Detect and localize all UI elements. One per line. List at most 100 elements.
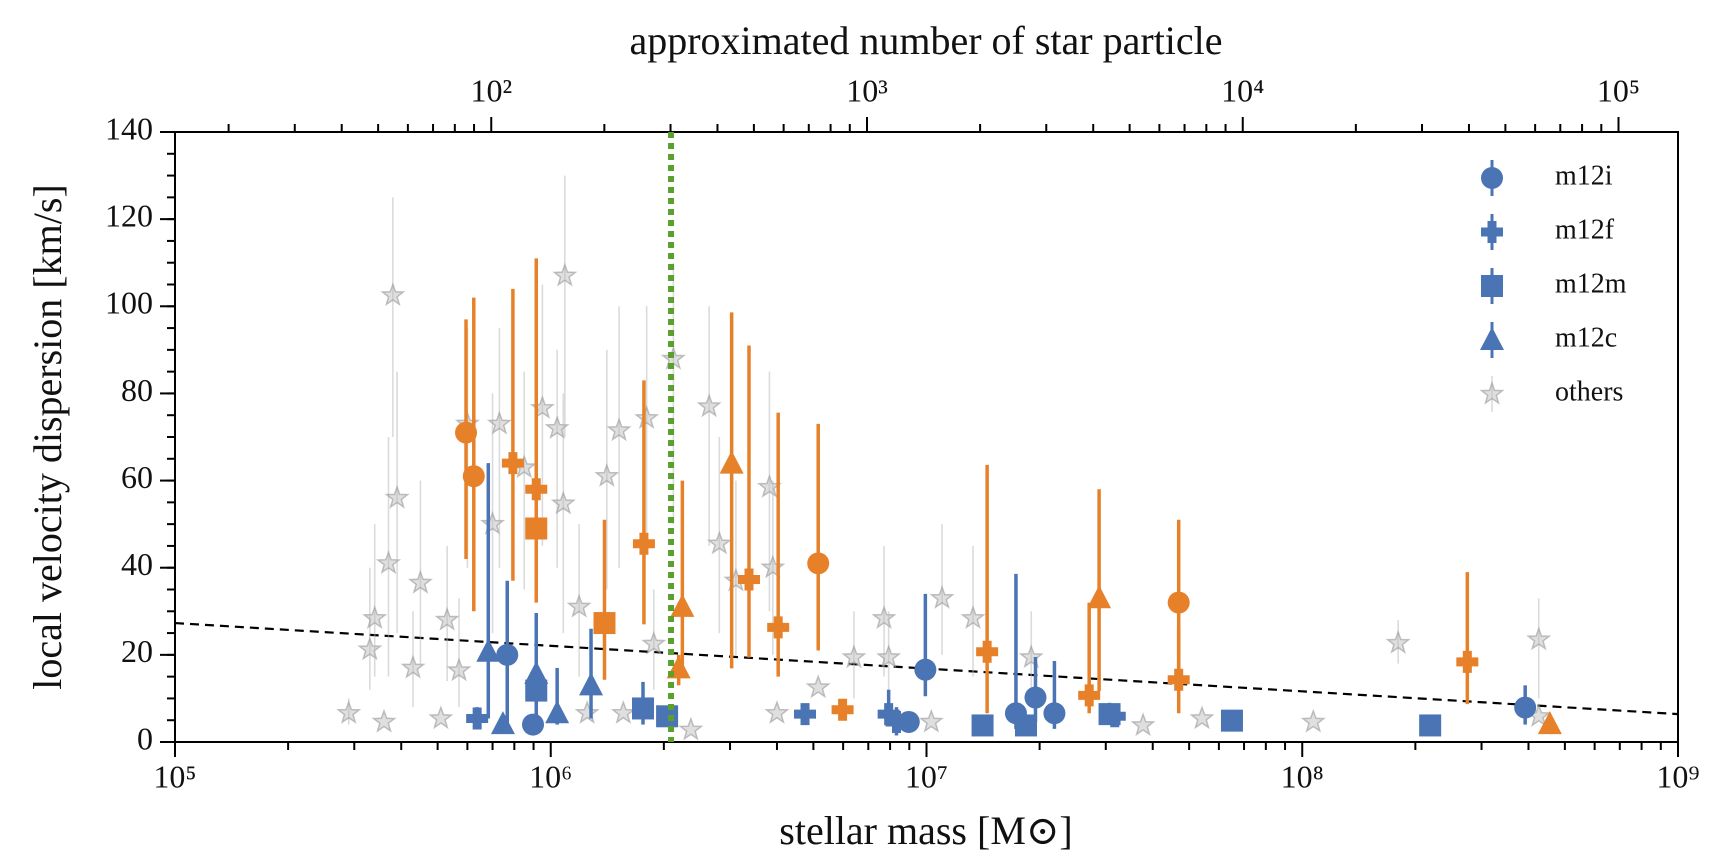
marker xyxy=(496,643,519,666)
x-tick-label: 10⁹ xyxy=(1656,758,1699,794)
marker xyxy=(1456,650,1479,673)
x-tick-label: 10⁸ xyxy=(1281,758,1324,794)
marker xyxy=(670,593,695,617)
marker xyxy=(606,417,632,442)
series-square xyxy=(525,489,1442,737)
marker xyxy=(929,584,955,609)
legend-marker xyxy=(1481,275,1503,297)
marker xyxy=(1024,686,1047,709)
marker xyxy=(1130,712,1156,737)
marker xyxy=(490,711,515,735)
marker xyxy=(407,569,433,594)
marker xyxy=(1189,705,1215,730)
marker xyxy=(706,530,732,555)
top-tick-label: 10⁵ xyxy=(1597,72,1640,108)
marker xyxy=(1098,703,1121,726)
marker xyxy=(1087,585,1112,609)
marker xyxy=(594,462,620,487)
y-tick-label: 120 xyxy=(105,197,153,233)
x-tick-label: 10⁶ xyxy=(529,758,572,794)
marker xyxy=(738,568,761,591)
marker xyxy=(1167,591,1190,614)
marker xyxy=(1300,708,1326,733)
marker xyxy=(574,699,600,724)
top-axis-label: approximated number of star particle xyxy=(629,18,1222,63)
y-tick-label: 100 xyxy=(105,285,153,321)
marker xyxy=(550,490,576,515)
marker xyxy=(529,394,555,419)
marker xyxy=(357,636,383,661)
marker xyxy=(877,703,900,726)
marker xyxy=(719,450,744,474)
marker xyxy=(486,410,513,435)
marker xyxy=(336,699,362,724)
legend-marker xyxy=(1481,221,1503,243)
marker xyxy=(918,708,944,733)
marker xyxy=(522,713,545,736)
series-circle xyxy=(455,297,1537,736)
marker xyxy=(794,703,817,726)
marker xyxy=(1526,626,1552,651)
top-tick-label: 10² xyxy=(470,72,512,108)
marker xyxy=(476,638,501,662)
marker xyxy=(593,612,616,635)
legend-label: m12m xyxy=(1555,268,1627,299)
marker xyxy=(1078,684,1101,707)
marker xyxy=(501,452,524,475)
y-tick-label: 60 xyxy=(121,459,153,495)
top-tick-label: 10⁴ xyxy=(1221,72,1264,108)
legend-marker xyxy=(1481,167,1503,189)
y-tick-label: 0 xyxy=(137,720,153,756)
marker xyxy=(807,552,830,575)
marker xyxy=(434,606,460,631)
marker xyxy=(384,484,410,509)
series-star xyxy=(336,175,1552,741)
marker xyxy=(976,640,999,663)
marker xyxy=(760,554,786,579)
marker xyxy=(841,644,867,669)
legend-label: m12i xyxy=(1555,160,1613,191)
marker xyxy=(897,710,920,733)
marker xyxy=(524,661,549,685)
marker xyxy=(525,517,548,540)
legend-marker xyxy=(1480,327,1504,350)
y-tick-label: 40 xyxy=(121,546,153,582)
marker xyxy=(610,699,636,724)
x-tick-label: 10⁵ xyxy=(153,758,196,794)
marker xyxy=(1015,714,1038,737)
marker xyxy=(632,697,655,720)
marker xyxy=(1018,644,1044,669)
marker xyxy=(1167,668,1190,691)
marker xyxy=(696,393,722,418)
marker xyxy=(1043,702,1066,725)
marker xyxy=(362,605,388,629)
marker xyxy=(871,605,897,630)
marker xyxy=(678,716,704,741)
marker xyxy=(1537,711,1562,735)
marker xyxy=(428,705,454,730)
legend-marker xyxy=(1479,380,1505,405)
legend-label: m12c xyxy=(1555,322,1617,353)
y-tick-label: 80 xyxy=(121,372,153,408)
marker xyxy=(455,421,478,444)
marker xyxy=(380,282,406,307)
marker xyxy=(1385,629,1411,654)
marker xyxy=(462,465,485,488)
marker xyxy=(545,700,570,724)
marker xyxy=(971,714,994,737)
marker xyxy=(876,644,902,669)
legend-label: m12f xyxy=(1555,214,1615,245)
series-triangle xyxy=(476,312,1562,735)
marker xyxy=(371,708,397,733)
marker xyxy=(656,705,679,728)
x-axis-label: stellar mass [M⊙] xyxy=(779,808,1072,853)
marker xyxy=(805,674,831,699)
top-tick-label: 10³ xyxy=(846,72,888,108)
marker xyxy=(632,532,655,555)
marker xyxy=(831,698,854,721)
marker xyxy=(400,654,426,679)
marker xyxy=(634,405,660,430)
legend-label: others xyxy=(1555,376,1623,407)
marker xyxy=(914,658,937,681)
